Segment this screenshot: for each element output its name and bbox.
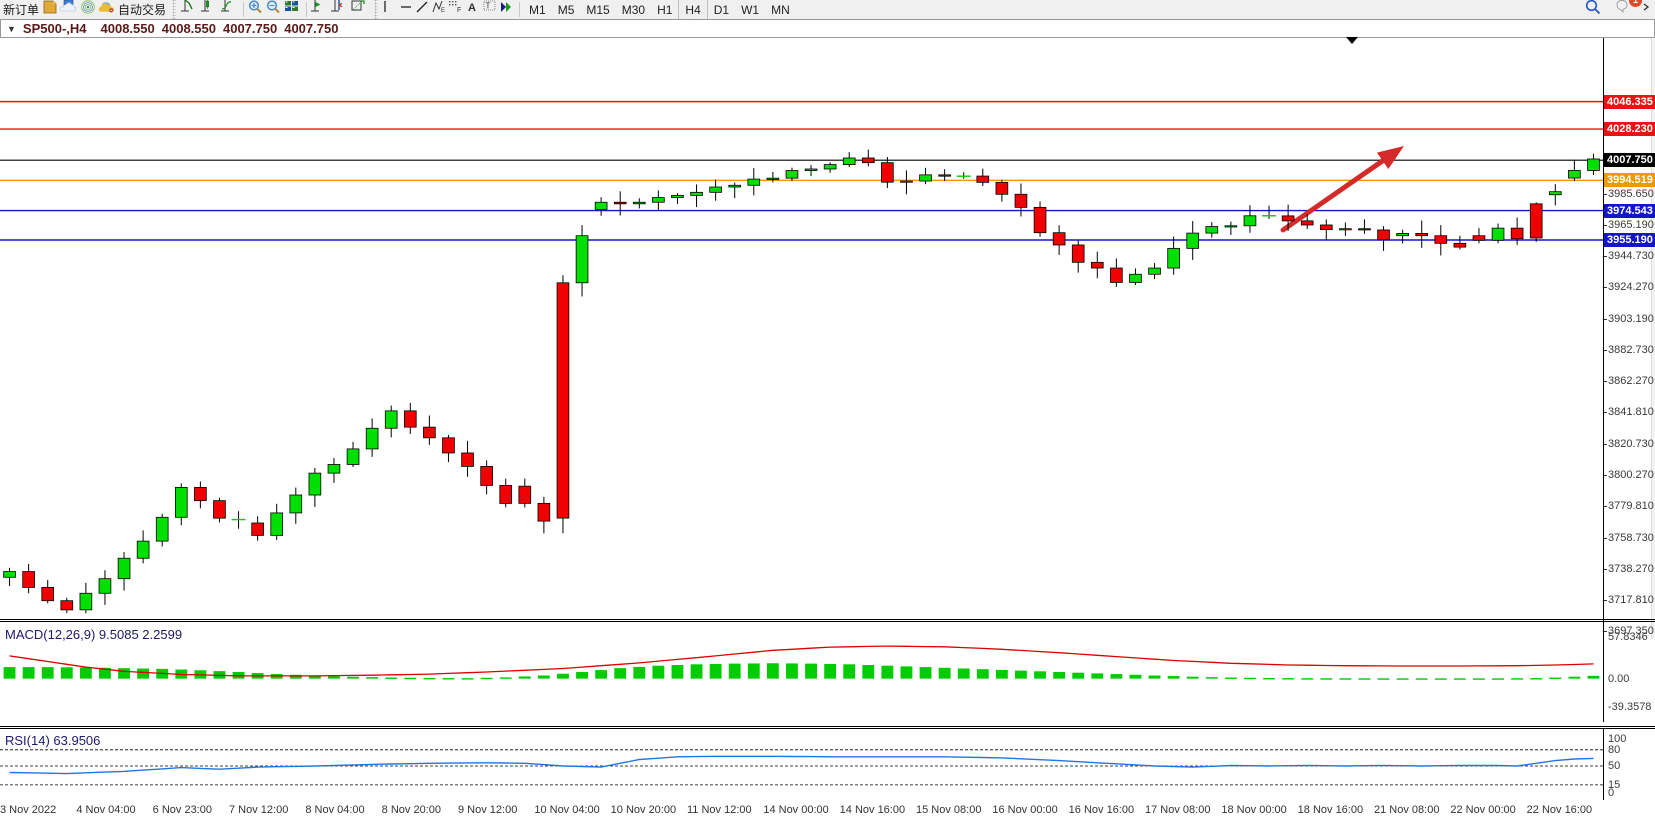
svg-text:E: E: [441, 8, 445, 14]
svg-text:T: T: [486, 2, 491, 11]
svg-text:F: F: [457, 7, 461, 14]
svg-text:A: A: [468, 2, 476, 14]
